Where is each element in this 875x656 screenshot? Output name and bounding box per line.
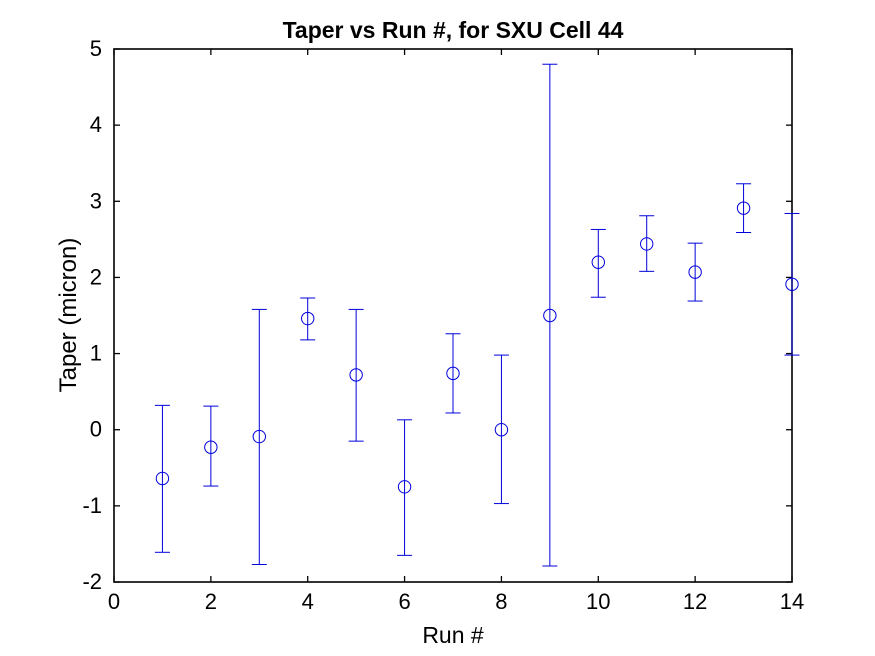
svg-text:0: 0: [90, 417, 102, 442]
svg-text:-2: -2: [82, 569, 102, 594]
svg-text:4: 4: [90, 112, 102, 137]
svg-text:2: 2: [90, 264, 102, 289]
svg-text:10: 10: [586, 589, 610, 614]
svg-text:6: 6: [398, 589, 410, 614]
svg-text:14: 14: [780, 589, 804, 614]
svg-text:4: 4: [302, 589, 314, 614]
svg-text:0: 0: [108, 589, 120, 614]
svg-text:8: 8: [495, 589, 507, 614]
svg-text:1: 1: [90, 341, 102, 366]
svg-text:2: 2: [205, 589, 217, 614]
svg-text:3: 3: [90, 188, 102, 213]
svg-text:5: 5: [90, 36, 102, 61]
svg-text:12: 12: [683, 589, 707, 614]
svg-text:-1: -1: [82, 493, 102, 518]
